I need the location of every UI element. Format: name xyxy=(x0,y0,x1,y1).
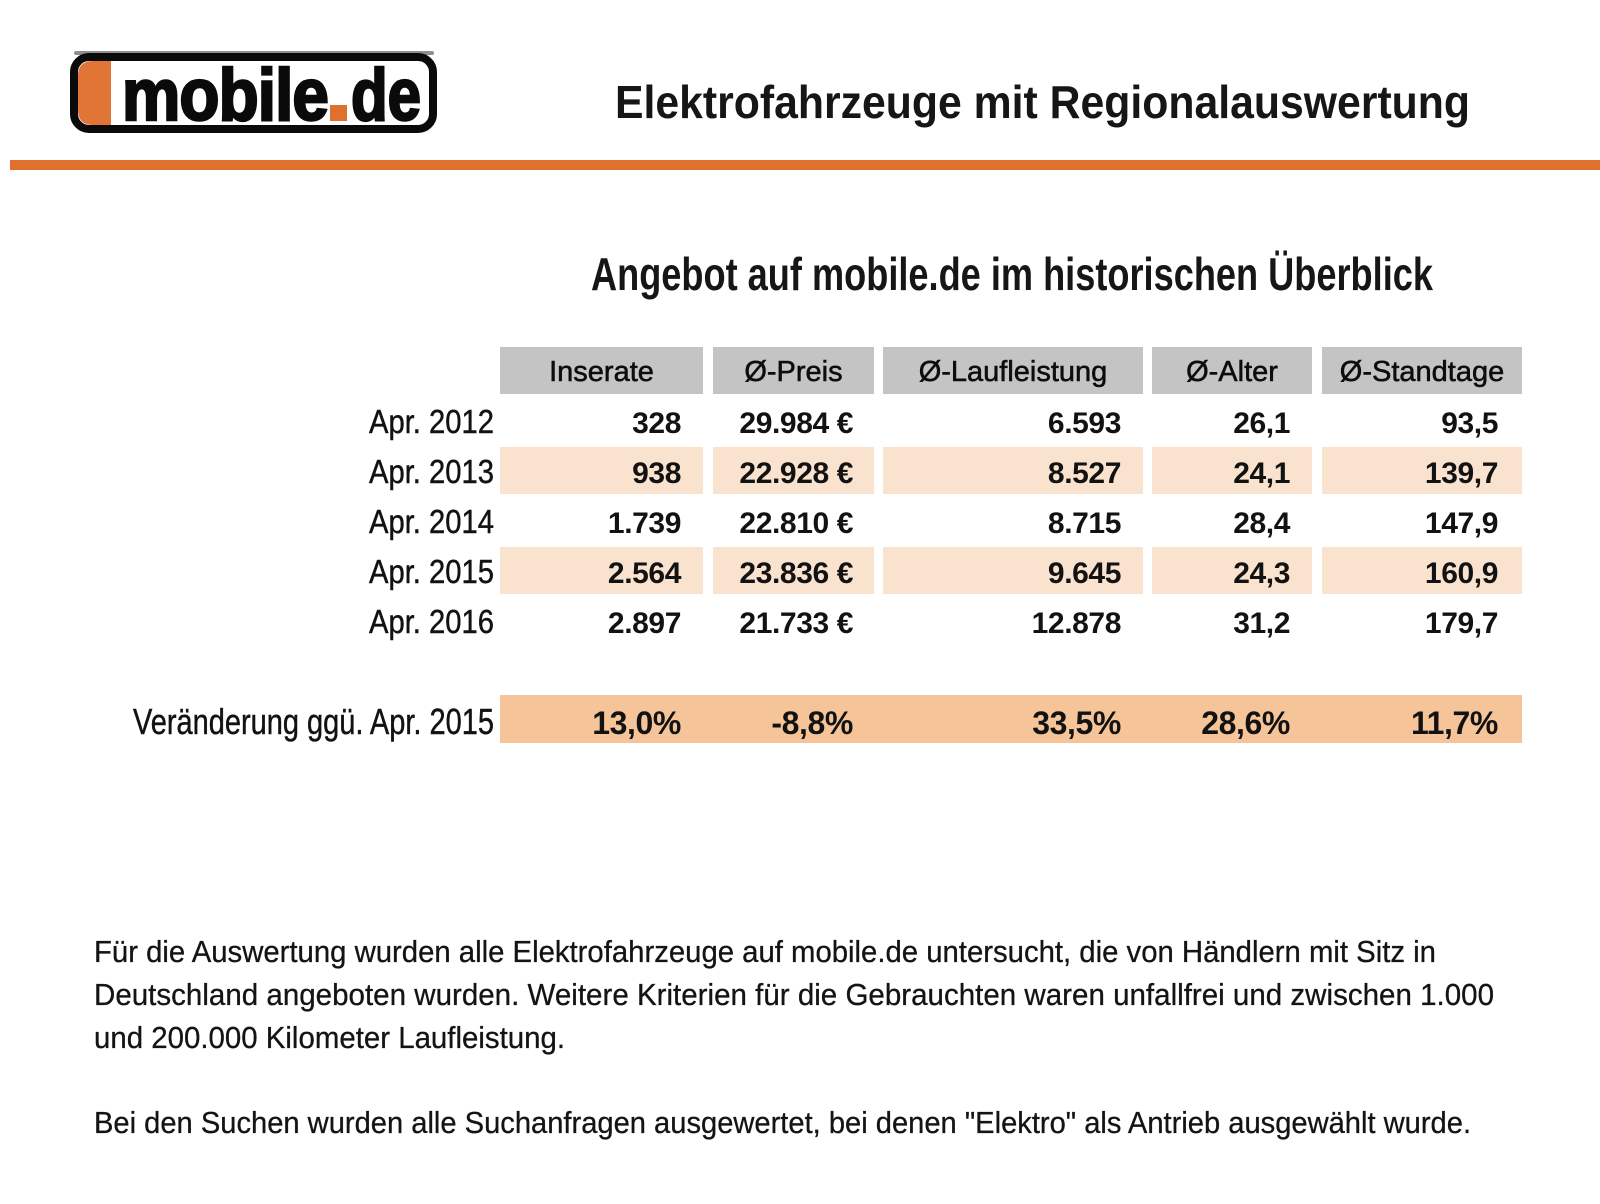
svg-text:mobile: mobile xyxy=(122,55,328,133)
svg-text:de: de xyxy=(351,55,421,133)
